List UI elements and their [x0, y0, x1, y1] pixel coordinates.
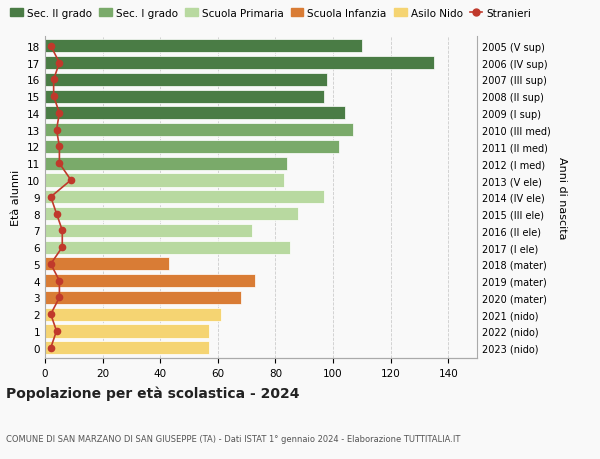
Legend: Sec. II grado, Sec. I grado, Scuola Primaria, Scuola Infanzia, Asilo Nido, Stran: Sec. II grado, Sec. I grado, Scuola Prim…	[6, 5, 536, 23]
Bar	[45, 308, 221, 321]
Bar	[45, 341, 209, 354]
Bar	[45, 74, 327, 87]
Bar	[45, 191, 325, 204]
Bar	[45, 57, 434, 70]
Y-axis label: Età alunni: Età alunni	[11, 169, 22, 225]
Bar	[45, 124, 353, 137]
Text: COMUNE DI SAN MARZANO DI SAN GIUSEPPE (TA) - Dati ISTAT 1° gennaio 2024 - Elabor: COMUNE DI SAN MARZANO DI SAN GIUSEPPE (T…	[6, 434, 460, 442]
Bar	[45, 224, 253, 237]
Bar	[45, 274, 255, 288]
Bar	[45, 174, 284, 187]
Y-axis label: Anni di nascita: Anni di nascita	[557, 156, 567, 239]
Bar	[45, 140, 339, 154]
Bar	[45, 40, 362, 53]
Text: Popolazione per età scolastica - 2024: Popolazione per età scolastica - 2024	[6, 386, 299, 400]
Bar	[45, 258, 169, 271]
Bar	[45, 241, 290, 254]
Bar	[45, 207, 298, 221]
Bar	[45, 90, 325, 103]
Bar	[45, 107, 344, 120]
Bar	[45, 291, 241, 304]
Bar	[45, 157, 287, 170]
Bar	[45, 325, 209, 338]
